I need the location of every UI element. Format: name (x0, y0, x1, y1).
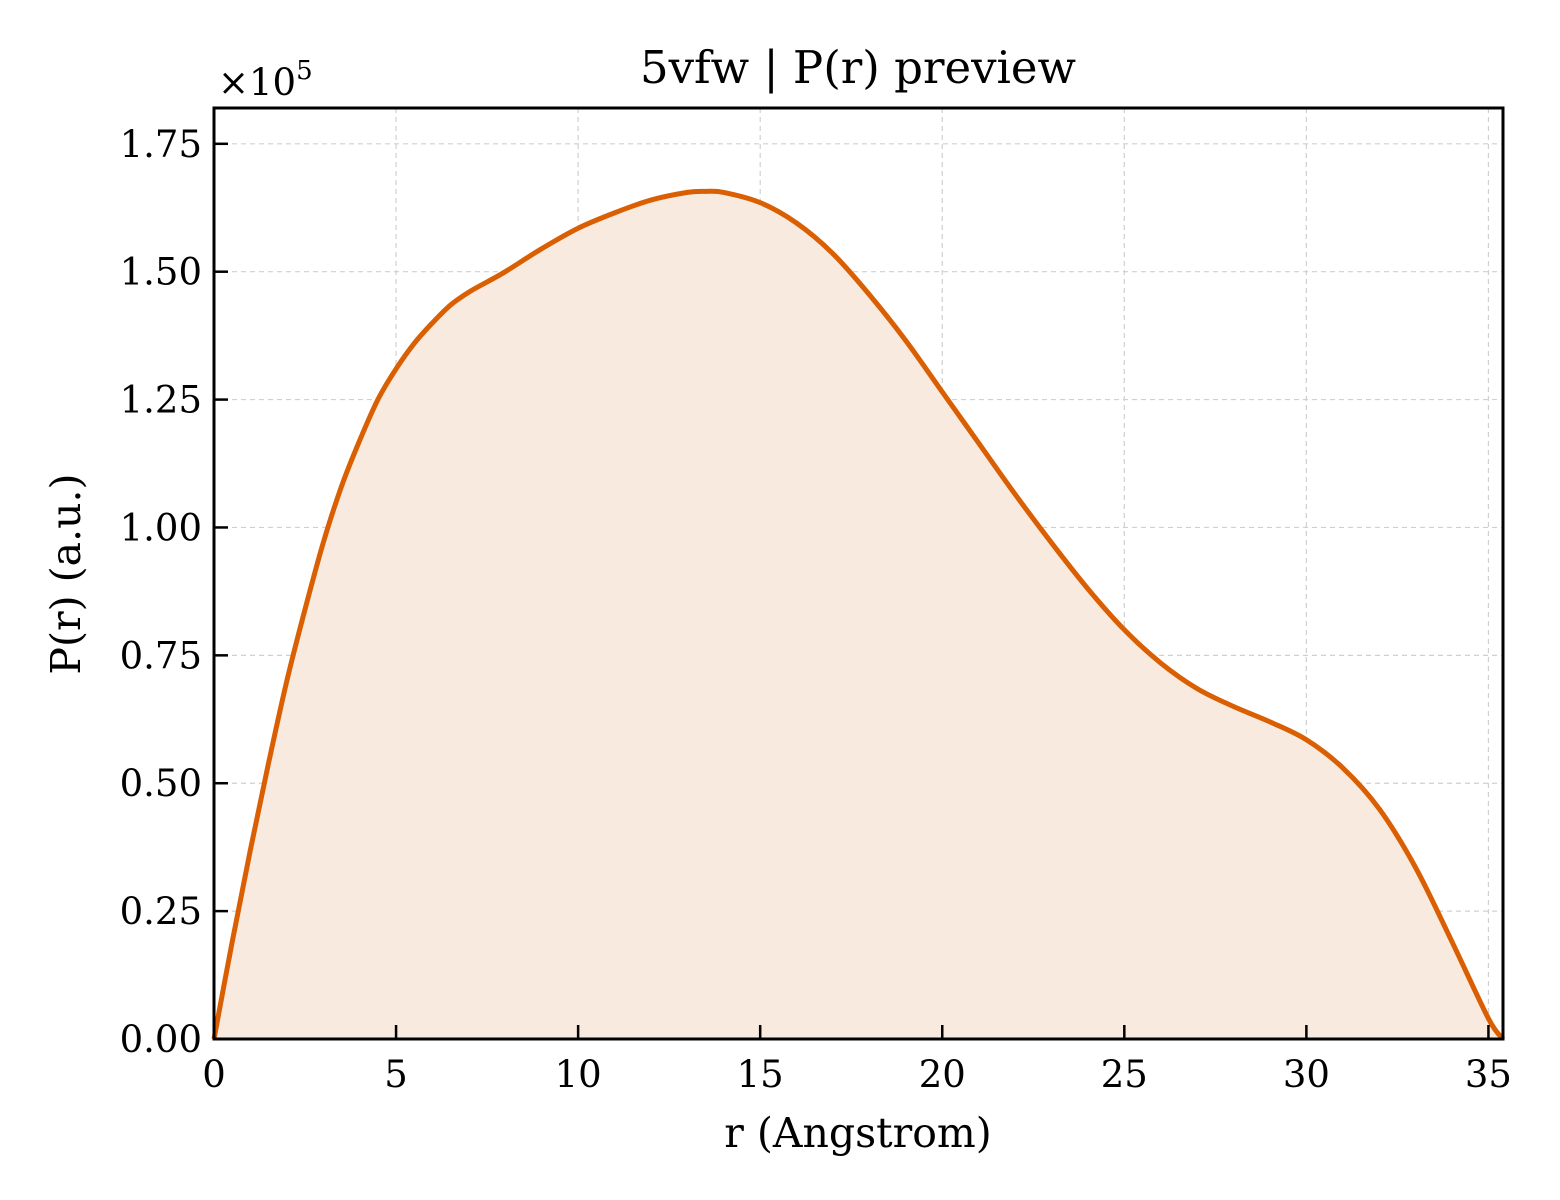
y-tick-label: 0.25 (120, 890, 202, 933)
series-area (214, 191, 1503, 1039)
x-tick-label: 5 (384, 1053, 408, 1096)
chart-title: 5vfw | P(r) preview (640, 41, 1076, 94)
multiplier-exponent: 5 (296, 56, 313, 86)
series-line (211, 188, 1506, 1041)
y-axis-label: P(r) (a.u.) (42, 473, 90, 674)
y-tick-label: 0.75 (120, 634, 202, 677)
x-tick-label: 10 (555, 1053, 602, 1096)
y-axis-multiplier: ×105 (218, 56, 313, 104)
x-tick-label: 0 (202, 1053, 226, 1096)
x-tick-label: 35 (1465, 1053, 1512, 1096)
y-tick-label: 1.00 (120, 506, 202, 549)
y-tick-label: 0.00 (120, 1018, 202, 1061)
x-tick-label: 15 (737, 1053, 784, 1096)
x-axis-ticks: 0 5 10 15 20 25 30 35 (202, 1025, 1512, 1096)
x-axis-label: r (Angstrom) (724, 1109, 992, 1157)
plot-frame (212, 106, 1505, 1041)
y-tick-label: 1.50 (120, 251, 202, 294)
x-tick-label: 30 (1283, 1053, 1330, 1096)
x-tick-label: 25 (1101, 1053, 1148, 1096)
y-tick-label: 0.50 (120, 762, 202, 805)
y-tick-label: 1.25 (120, 379, 202, 422)
y-tick-label: 1.75 (120, 123, 202, 166)
multiplier-base: ×10 (218, 61, 296, 104)
x-tick-label: 20 (919, 1053, 966, 1096)
y-axis-ticks: 0.00 0.25 0.50 0.75 1.00 1.25 1.50 1.75 (120, 123, 228, 1061)
